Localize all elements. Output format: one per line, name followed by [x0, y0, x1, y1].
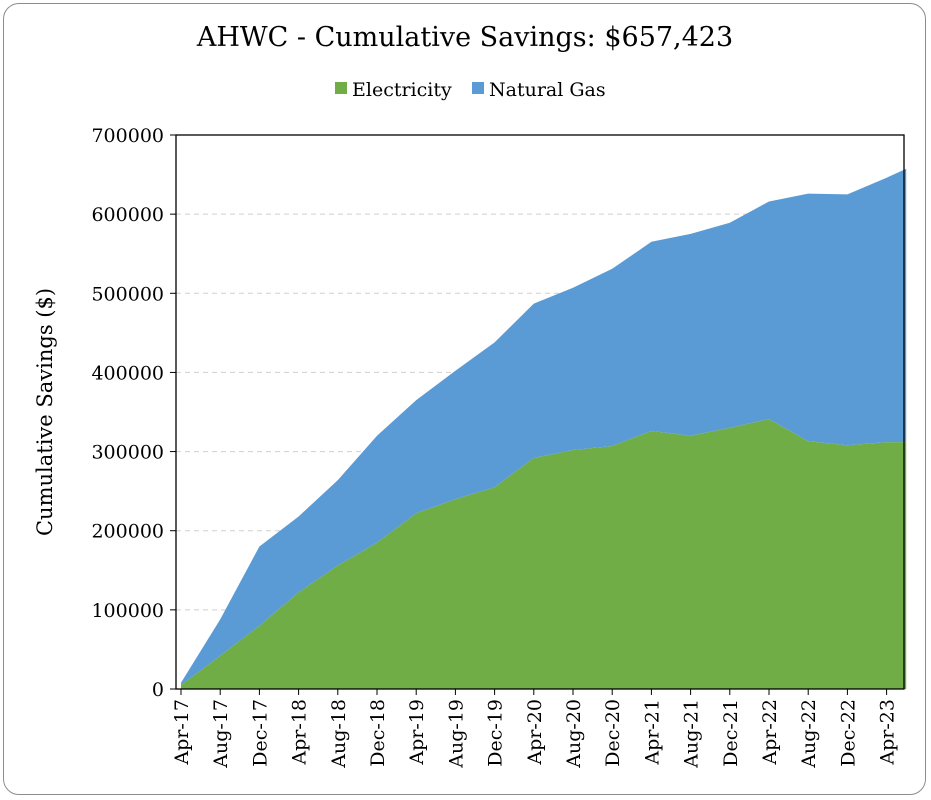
x-tick-label: Apr-17 [171, 699, 193, 766]
x-tick-label: Apr-20 [524, 699, 546, 766]
x-tick-label: Aug-22 [798, 699, 820, 769]
legend-label-natural-gas: Natural Gas [489, 79, 606, 101]
chart-title: AHWC - Cumulative Savings: $657,423 [196, 22, 733, 53]
x-tick-label: Aug-21 [681, 699, 703, 769]
y-axis-ticks: 0 100000 200000 300000 400000 500000 600000 700… [91, 125, 176, 701]
legend-label-electricity: Electricity [352, 79, 452, 101]
x-tick-label: Aug-19 [445, 699, 467, 769]
x-tick-label: Dec-20 [602, 699, 624, 767]
y-tick-label: 100000 [91, 600, 164, 622]
y-tick-label: 500000 [91, 283, 164, 305]
plot-border [175, 134, 905, 690]
x-tick-label: Apr-19 [406, 699, 428, 766]
x-tick-label: Apr-23 [877, 699, 899, 766]
x-tick-label: Aug-20 [563, 699, 585, 769]
y-tick-label: 700000 [91, 125, 164, 147]
x-tick-label: Dec-22 [837, 699, 859, 767]
legend: Electricity Natural Gas [335, 79, 606, 101]
x-tick-label: Apr-22 [759, 699, 781, 766]
x-tick-label: Dec-18 [367, 699, 389, 767]
y-tick-label: 400000 [91, 362, 164, 384]
legend-swatch-natural-gas [472, 82, 484, 94]
area-series-natural-gas [181, 168, 907, 685]
x-tick-label: Apr-21 [641, 699, 663, 766]
y-axis-label: Cumulative Savings ($) [33, 288, 57, 536]
x-axis-ticks: Apr-17 Aug-17 Dec-17 Apr-18 Aug-18 Dec-18 Apr-… [171, 689, 899, 769]
x-tick-label: Aug-17 [210, 699, 232, 769]
y-tick-label: 0 [152, 679, 164, 701]
y-tick-label: 600000 [91, 204, 164, 226]
area-series-electricity [181, 419, 907, 689]
x-tick-label: Dec-21 [720, 699, 742, 767]
x-tick-label: Dec-19 [485, 699, 507, 767]
x-tick-label: Dec-17 [249, 699, 271, 767]
y-tick-label: 300000 [91, 442, 164, 464]
plot-areas [181, 168, 907, 689]
x-tick-label: Aug-18 [328, 699, 350, 769]
legend-swatch-electricity [335, 82, 347, 94]
y-tick-label: 200000 [91, 521, 164, 543]
x-tick-label: Apr-18 [289, 699, 311, 766]
